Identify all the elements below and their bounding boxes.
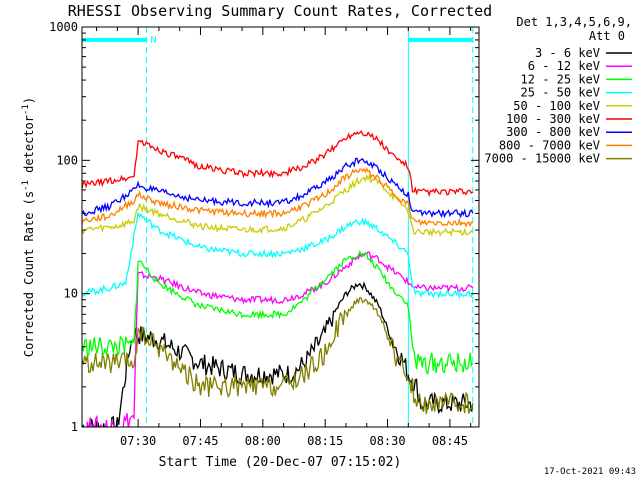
x-tick-label-08-45: 08:45 — [432, 434, 468, 448]
series-line-3-6-kev — [82, 281, 474, 427]
plot-frame — [81, 26, 480, 428]
x-axis-label: Start Time (20-Dec-07 07:15:02) — [159, 455, 402, 470]
x-tick-label-08-15: 08:15 — [307, 434, 343, 448]
y-tick-label-100: 100 — [56, 153, 78, 167]
series-line-7000-15000-kev — [82, 296, 474, 415]
series-line-300-800-kev — [82, 157, 474, 219]
legend-label-6-12-kev: 6 - 12 keV — [528, 59, 600, 73]
night-flag-label: N — [151, 35, 157, 46]
series-group — [82, 130, 474, 427]
legend-header-line-2: Att 0 — [589, 29, 625, 43]
y-axis-label: Corrected Count Rate (s-1 detector-1) — [21, 97, 36, 357]
series-line-6-12-kev — [85, 250, 474, 427]
y-tick-label-1000: 1000 — [49, 20, 78, 34]
y-tick-label-10: 10 — [64, 287, 78, 301]
x-tick-label-08-30: 08:30 — [369, 434, 405, 448]
night-markers: N — [82, 27, 474, 427]
y-axis: 1 10 100 1000 — [49, 20, 479, 434]
legend-label-25-50-kev: 25 - 50 keV — [521, 86, 600, 100]
legend-label-12-25-kev: 12 - 25 keV — [521, 72, 600, 86]
chart-title: RHESSI Observing Summary Count Rates, Co… — [68, 2, 492, 20]
legend-label-100-300-kev: 100 - 300 keV — [506, 112, 600, 126]
x-tick-label-08-00: 08:00 — [245, 434, 281, 448]
legend-label-3-6-kev: 3 - 6 keV — [535, 46, 600, 60]
footer-timestamp: 17-Oct-2021 09:43 — [544, 467, 636, 477]
x-tick-label-07-30: 07:30 — [120, 434, 156, 448]
legend-header-line-1: Det 1,3,4,5,6,9, — [516, 15, 632, 29]
series-line-50-100-kev — [82, 173, 474, 238]
x-axis: 07:30 07:45 08:00 08:15 08:30 08:45 — [96, 27, 472, 448]
legend-label-300-800-kev: 300 - 800 keV — [506, 125, 600, 139]
legend-label-7000-15000-kev: 7000 - 15000 keV — [484, 152, 600, 166]
y-tick-label-1: 1 — [71, 420, 78, 434]
series-line-800-7000-kev — [82, 167, 474, 228]
series-line-100-300-kev — [82, 130, 474, 198]
series-line-12-25-kev — [82, 249, 474, 376]
legend-label-50-100-kev: 50 - 100 keV — [513, 99, 600, 113]
series-line-25-50-kev — [82, 212, 474, 300]
x-tick-label-07-45: 07:45 — [182, 434, 218, 448]
legend-label-800-7000-kev: 800 - 7000 keV — [499, 138, 600, 152]
